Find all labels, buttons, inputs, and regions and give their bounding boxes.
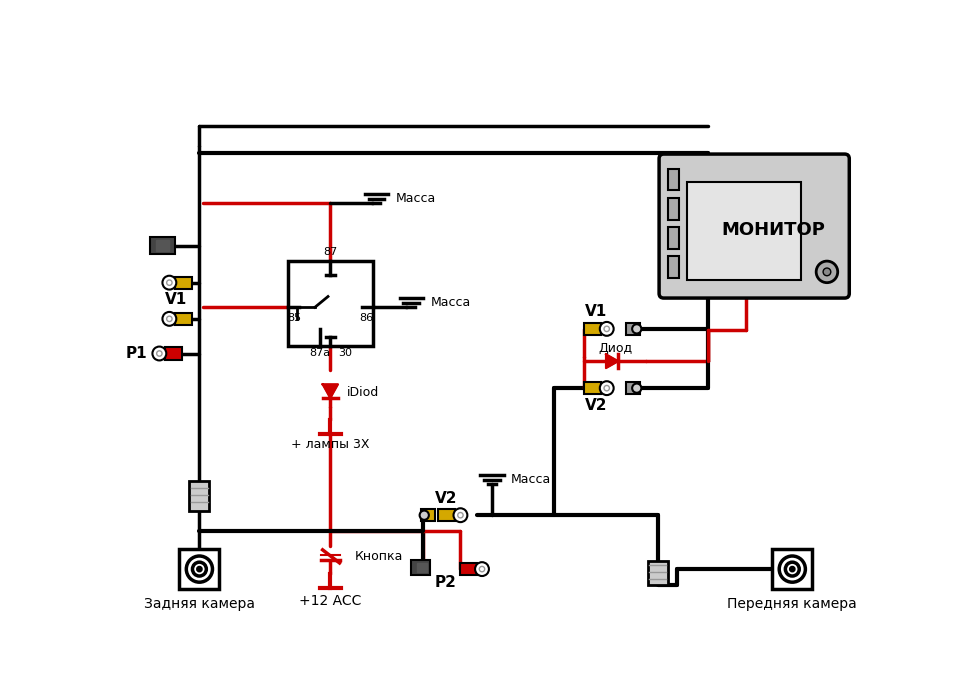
- Text: 86: 86: [359, 313, 373, 323]
- Bar: [165, 347, 181, 360]
- Circle shape: [604, 326, 610, 332]
- Text: 87a: 87a: [310, 349, 331, 358]
- Circle shape: [156, 351, 162, 356]
- Circle shape: [479, 566, 485, 572]
- Circle shape: [632, 324, 641, 333]
- Circle shape: [475, 562, 489, 576]
- Text: P1: P1: [126, 346, 147, 361]
- Bar: [668, 198, 679, 220]
- Circle shape: [192, 562, 206, 576]
- Circle shape: [785, 562, 800, 576]
- Polygon shape: [606, 354, 618, 368]
- Circle shape: [790, 567, 795, 571]
- Bar: [288, 261, 372, 346]
- Text: Масса: Масса: [512, 473, 551, 486]
- Bar: [175, 276, 192, 289]
- Text: 87: 87: [324, 247, 337, 257]
- Bar: [175, 313, 192, 325]
- Circle shape: [167, 280, 172, 286]
- Text: Передняя камера: Передняя камера: [728, 596, 857, 610]
- Bar: [460, 563, 476, 575]
- Bar: [585, 382, 601, 394]
- Text: Масса: Масса: [396, 193, 436, 205]
- Bar: [180, 549, 220, 589]
- Circle shape: [458, 512, 463, 518]
- Circle shape: [816, 261, 838, 283]
- Text: Масса: Масса: [430, 296, 470, 309]
- Text: iDiod: iDiod: [348, 386, 379, 398]
- Text: Кнопка: Кнопка: [355, 550, 403, 564]
- Text: V1: V1: [165, 292, 187, 307]
- Text: 30: 30: [338, 349, 352, 358]
- Text: Диод: Диод: [598, 342, 633, 356]
- Bar: [668, 169, 679, 190]
- Circle shape: [823, 268, 830, 276]
- Bar: [156, 240, 169, 251]
- Bar: [772, 549, 812, 589]
- FancyBboxPatch shape: [660, 154, 850, 298]
- Text: V2: V2: [435, 491, 457, 506]
- Bar: [668, 228, 679, 248]
- Bar: [189, 480, 209, 511]
- Bar: [648, 561, 667, 584]
- Bar: [626, 323, 639, 335]
- Circle shape: [604, 386, 610, 391]
- Bar: [421, 509, 435, 522]
- Circle shape: [453, 508, 468, 522]
- Circle shape: [167, 316, 172, 321]
- Bar: [585, 323, 601, 335]
- Text: V2: V2: [585, 398, 607, 412]
- Text: P2: P2: [435, 575, 457, 591]
- Bar: [150, 237, 175, 254]
- Text: + лампы 3Х: + лампы 3Х: [291, 438, 370, 451]
- Text: Задняя камера: Задняя камера: [144, 596, 255, 610]
- Bar: [438, 509, 455, 522]
- Text: МОНИТОР: МОНИТОР: [721, 221, 825, 239]
- Bar: [668, 256, 679, 278]
- Bar: [626, 382, 639, 394]
- Bar: [417, 563, 427, 572]
- Circle shape: [600, 322, 613, 336]
- Circle shape: [162, 276, 177, 290]
- Circle shape: [153, 346, 166, 360]
- Bar: [686, 182, 801, 279]
- Text: +12 ACC: +12 ACC: [300, 594, 362, 608]
- Circle shape: [162, 312, 177, 326]
- Circle shape: [420, 510, 429, 520]
- Circle shape: [186, 556, 212, 582]
- Circle shape: [780, 556, 805, 582]
- Text: 85: 85: [287, 313, 301, 323]
- Circle shape: [600, 382, 613, 395]
- Polygon shape: [323, 384, 338, 398]
- Bar: [411, 560, 430, 575]
- Circle shape: [632, 384, 641, 393]
- Text: V1: V1: [585, 304, 607, 319]
- Circle shape: [197, 567, 202, 571]
